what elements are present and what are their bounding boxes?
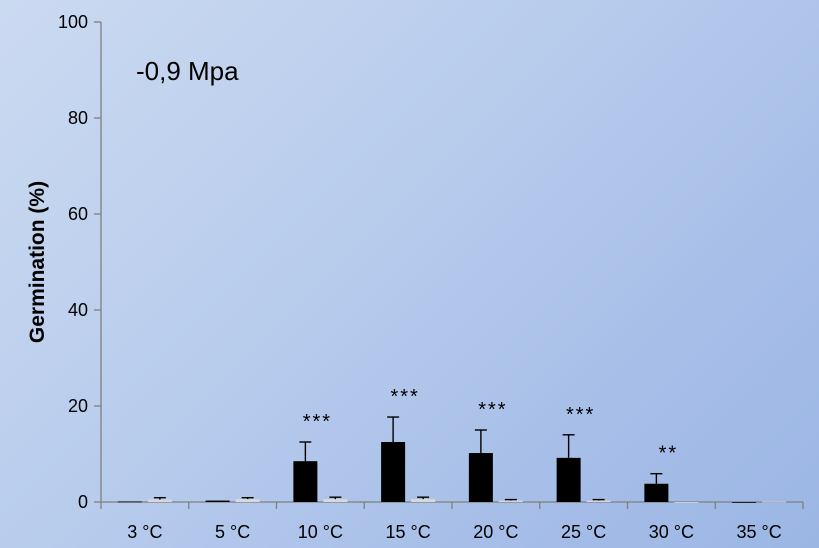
significance-label: *** [566, 404, 595, 426]
significance-label: *** [303, 411, 332, 433]
bar-series-2 [323, 499, 348, 502]
bar-series-1 [117, 501, 142, 503]
x-tick-label: 30 °C [649, 522, 694, 542]
x-tick-label: 35 °C [737, 522, 782, 542]
bar-series-2 [147, 499, 172, 502]
y-tick-label: 20 [68, 396, 88, 416]
significance-label: *** [390, 386, 419, 408]
bar-series-1 [644, 483, 669, 502]
y-tick-label: 0 [78, 492, 88, 512]
x-tick-label: 25 °C [561, 522, 606, 542]
bar-series-2 [586, 500, 611, 502]
bar-series-2 [411, 499, 436, 502]
labels: 0 20 40 60 80 100 3 °C 5 °C 10 °C 15 °C 20 °C 25 °C… [58, 12, 782, 542]
bar-series-1 [732, 502, 757, 503]
x-tick-label: 10 °C [298, 522, 343, 542]
y-tick-label: 40 [68, 300, 88, 320]
y-tick-label: 60 [68, 204, 88, 224]
y-tick-label: 100 [58, 12, 88, 32]
bar-series-1 [468, 453, 493, 502]
bar-series-1 [556, 457, 581, 502]
significance-label: ** [659, 443, 679, 465]
x-tick-label: 15 °C [386, 522, 431, 542]
chart-annotation: -0,9 Mpa [136, 56, 239, 86]
bar-series-1 [205, 500, 230, 502]
bars [117, 416, 787, 503]
bar-series-2 [498, 500, 523, 502]
bar-series-1 [293, 461, 318, 502]
x-tick-label: 5 °C [215, 522, 250, 542]
significance-label: *** [478, 399, 507, 421]
bar-series-2 [674, 502, 699, 503]
x-tick-label: 3 °C [127, 522, 162, 542]
y-tick-label: 80 [68, 108, 88, 128]
bar-series-1 [381, 442, 406, 502]
bar-series-2 [235, 499, 260, 502]
x-tick-label: 20 °C [473, 522, 518, 542]
axes [94, 21, 804, 509]
y-axis-label: Germination (%) [26, 181, 49, 343]
bar-series-2 [762, 501, 787, 503]
